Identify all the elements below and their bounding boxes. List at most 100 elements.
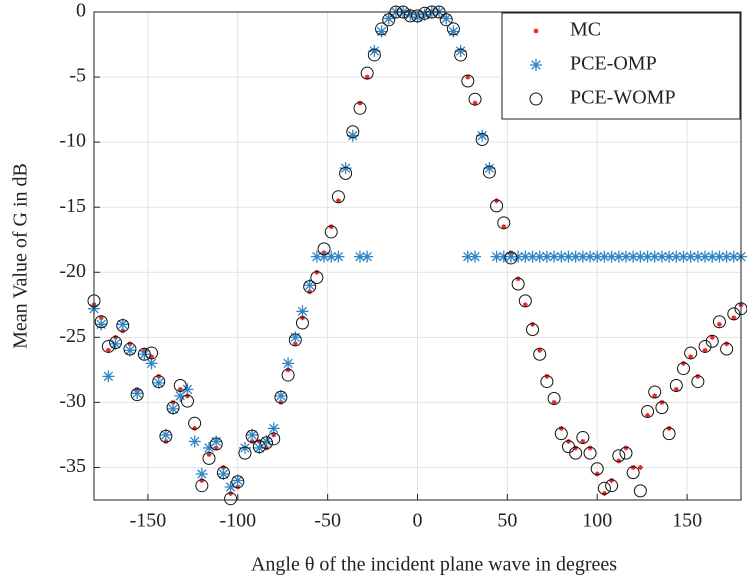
data-point	[522, 302, 528, 308]
data-point	[295, 316, 309, 330]
data-point	[591, 250, 604, 263]
data-point	[353, 101, 367, 115]
data-point	[548, 250, 561, 263]
data-point	[511, 277, 525, 291]
data-point	[109, 336, 123, 350]
x-axis-label: Angle θ of the incident plane wave in de…	[251, 554, 617, 576]
y-tick-label: -15	[59, 195, 86, 217]
data-point	[673, 386, 679, 392]
y-tick-label: -30	[59, 390, 86, 412]
data-point	[540, 250, 553, 263]
data-point	[324, 225, 338, 239]
data-point	[307, 289, 313, 295]
data-point	[113, 334, 119, 340]
data-point	[706, 250, 719, 263]
data-point	[418, 8, 431, 21]
data-point	[130, 388, 144, 402]
legend-marker	[529, 92, 543, 106]
data-point	[630, 464, 636, 470]
data-point	[105, 347, 111, 353]
data-point	[695, 373, 701, 379]
data-point	[188, 435, 201, 448]
data-point	[403, 9, 417, 23]
data-point	[235, 484, 241, 490]
x-tick-label: 150	[672, 510, 702, 532]
data-point	[580, 438, 586, 444]
data-point	[637, 464, 643, 470]
data-point	[497, 216, 511, 230]
data-point	[318, 250, 331, 263]
x-tick-label: -50	[314, 510, 341, 532]
data-point	[109, 337, 122, 350]
data-point	[547, 391, 561, 405]
data-point	[590, 462, 604, 476]
y-tick-label: 0	[76, 0, 86, 22]
data-point	[335, 198, 341, 204]
data-point	[224, 480, 237, 493]
data-point	[609, 477, 615, 483]
legend-marker	[530, 59, 542, 71]
data-point	[195, 467, 208, 480]
data-point	[145, 346, 159, 360]
data-point	[666, 425, 672, 431]
data-point	[271, 432, 277, 438]
data-point	[454, 45, 467, 58]
x-tick-label: -100	[219, 510, 256, 532]
data-point	[303, 280, 317, 294]
data-point	[346, 129, 359, 142]
data-point	[619, 250, 632, 263]
data-point	[274, 389, 287, 402]
data-point	[576, 431, 590, 445]
data-point	[325, 250, 338, 263]
data-point	[713, 250, 726, 263]
data-point	[670, 250, 683, 263]
data-point	[267, 432, 281, 446]
data-point	[684, 250, 697, 263]
data-point	[562, 250, 575, 263]
data-point	[475, 133, 489, 147]
data-point	[533, 347, 547, 361]
data-point	[634, 250, 647, 263]
data-point	[418, 6, 432, 20]
data-point	[655, 250, 668, 263]
data-point	[727, 307, 741, 321]
data-point	[648, 250, 661, 263]
data-point	[680, 360, 686, 366]
data-point	[446, 22, 460, 36]
data-point	[515, 276, 521, 282]
data-point	[156, 373, 162, 379]
data-point	[360, 66, 374, 80]
data-point	[252, 440, 266, 454]
data-point	[209, 437, 223, 451]
data-point	[199, 477, 205, 483]
data-point	[712, 315, 726, 329]
data-point	[648, 385, 662, 399]
data-point	[339, 162, 352, 175]
data-point	[705, 334, 719, 348]
data-point	[98, 315, 104, 321]
data-point	[605, 250, 618, 263]
data-point	[645, 412, 651, 418]
data-point	[544, 373, 550, 379]
data-point	[558, 425, 564, 431]
data-point	[120, 328, 126, 334]
data-point	[195, 479, 209, 493]
data-point	[303, 279, 316, 292]
data-point	[468, 92, 482, 106]
data-point	[537, 347, 543, 353]
data-point	[584, 250, 597, 263]
data-point	[576, 250, 589, 263]
data-point	[123, 342, 137, 356]
data-point	[501, 224, 507, 230]
data-point	[612, 449, 626, 463]
data-point	[299, 315, 305, 321]
data-point	[159, 429, 173, 443]
data-point	[476, 129, 489, 142]
data-point	[626, 466, 640, 480]
data-point	[411, 9, 424, 23]
data-point	[102, 370, 115, 383]
data-point	[123, 344, 136, 357]
data-point	[202, 451, 216, 465]
data-point	[526, 323, 540, 337]
plot-frame	[93, 11, 742, 501]
